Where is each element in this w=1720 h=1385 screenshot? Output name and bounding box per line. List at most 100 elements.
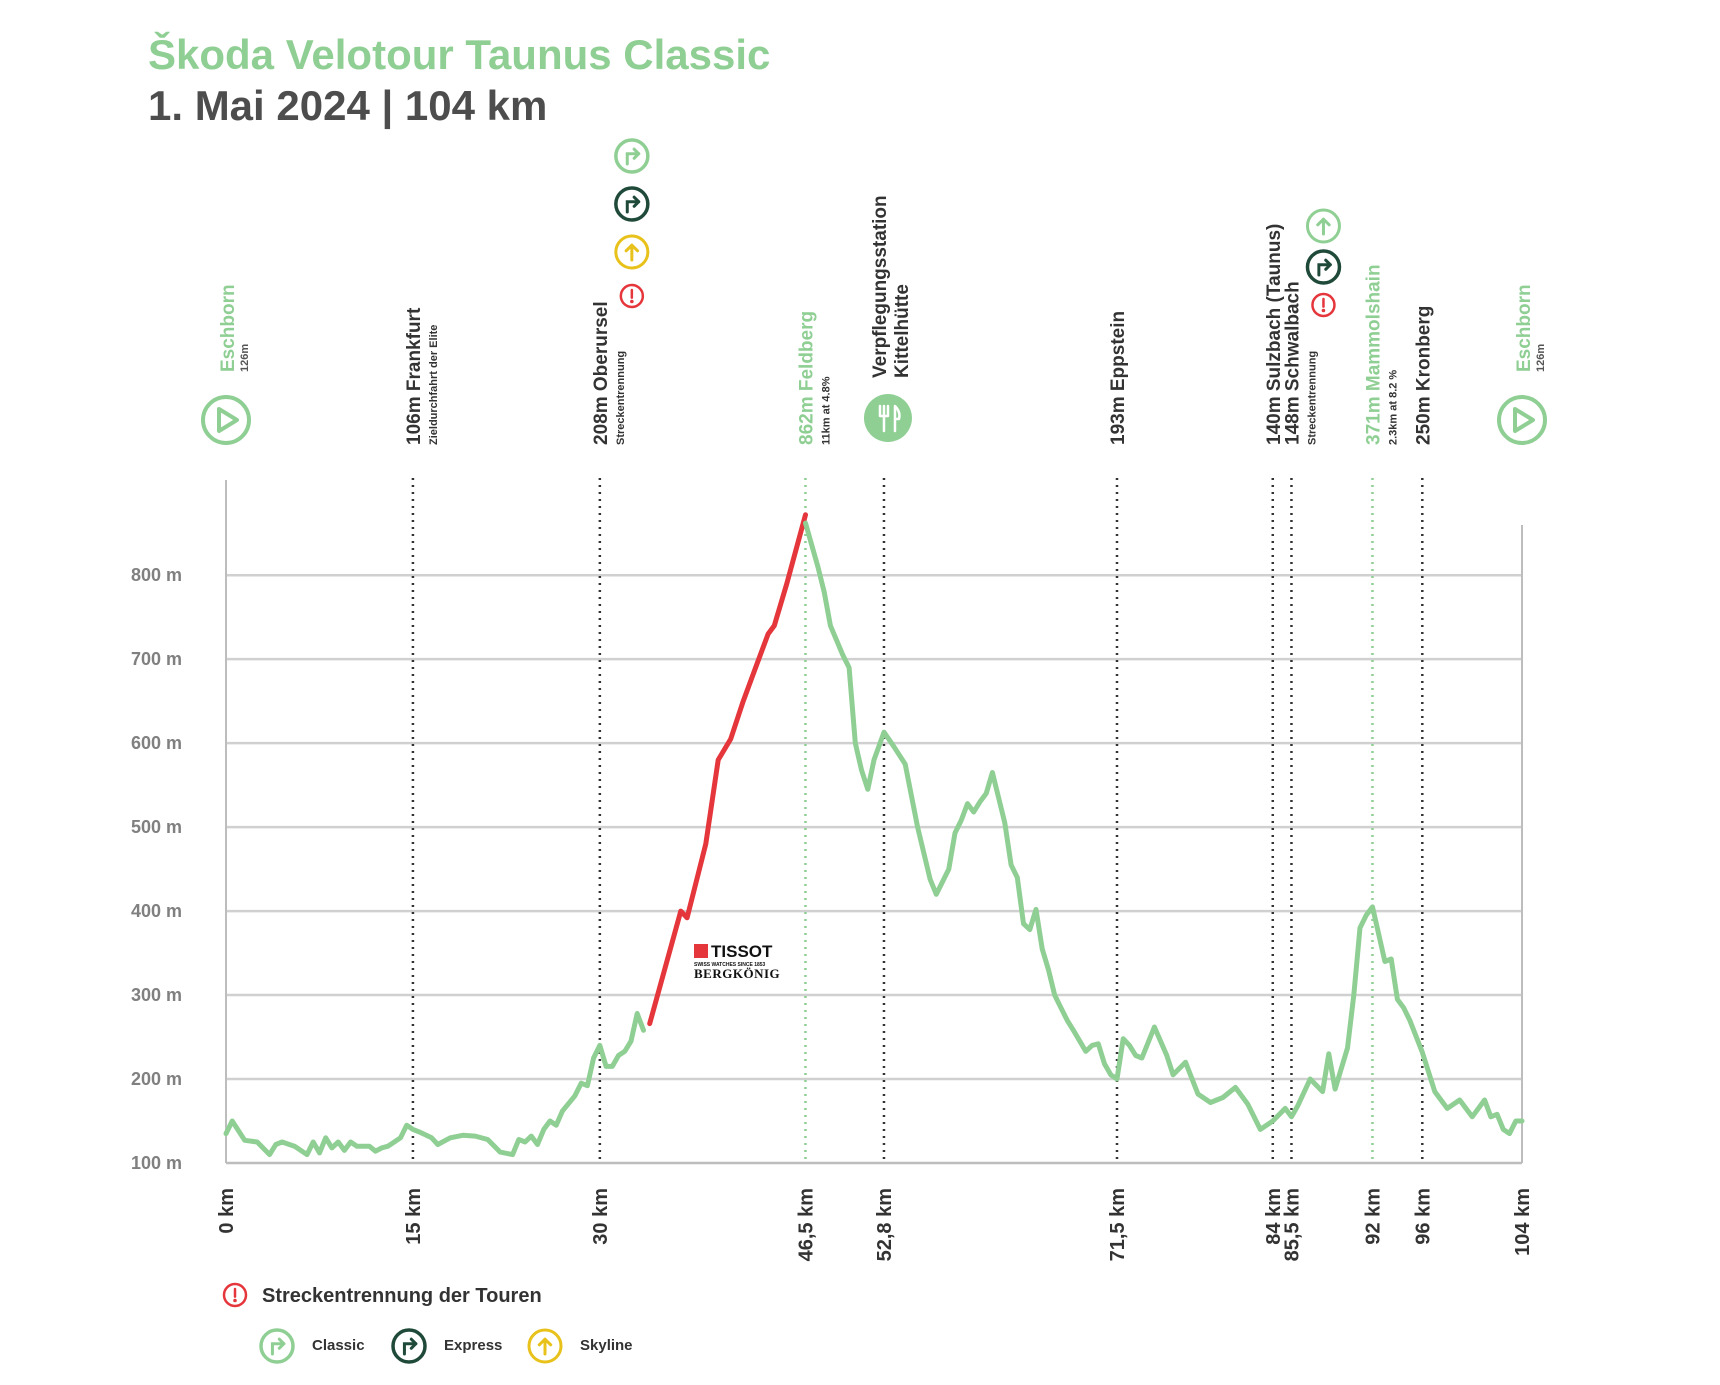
x-tick-label: 92 km [1362, 1188, 1384, 1245]
sponsor-brand: TISSOT [711, 942, 773, 961]
icon-dot [233, 1298, 237, 1303]
finish-play-icon [1497, 395, 1547, 445]
icon-path [625, 152, 641, 166]
legend-label: Skyline [580, 1337, 633, 1354]
location-name: 208m Oberursel [591, 301, 612, 445]
icon-arrow [537, 1337, 553, 1356]
grid [226, 573, 1522, 1081]
legend-classic-icon [259, 1328, 295, 1364]
location-elevation: 126m [1535, 344, 1547, 372]
express-turn-icon [1305, 249, 1342, 285]
y-tick-label: 200 m [131, 1069, 182, 1089]
route-icons [201, 138, 1547, 445]
icon-dot [630, 299, 634, 304]
location-name: Eschborn [218, 284, 239, 372]
icon-arrow [1316, 217, 1331, 236]
icon-ring [201, 395, 251, 445]
classic-turn-icon [614, 138, 650, 174]
x-tick-label: 52,8 km [874, 1188, 896, 1261]
legend-split-label: Streckentrennung der Touren [262, 1285, 542, 1307]
icon-ring [391, 1328, 427, 1364]
sponsor-name: BERGKÖNIG [694, 966, 780, 981]
chart-title: Škoda Velotour Taunus Classic [148, 30, 770, 78]
express-turn-icon [614, 186, 650, 222]
icon-ring [1305, 249, 1342, 285]
legend: Streckentrennung der Touren Classic Expres… [222, 1282, 633, 1364]
icon-triangle [217, 407, 239, 433]
legend-label: Express [444, 1337, 502, 1354]
location-sub: Streckentrennung [1306, 351, 1318, 445]
location-name-line2: Kittelhütte [892, 284, 913, 378]
location-name: 148m Schwalbach [1282, 281, 1303, 445]
location-labels: Eschborn 126m 106m Frankfurt Zieldurchfahrt… [218, 195, 1547, 445]
icon-arrowhead [1324, 258, 1332, 271]
location-name: 140m Sulzbach (Taunus) [1264, 224, 1285, 445]
food-station-icon [863, 394, 912, 442]
classic-straight-icon [1305, 208, 1341, 244]
legend-express-icon [391, 1328, 427, 1364]
location-sub: 11km at 4.8% [820, 376, 832, 445]
x-tick-label: 71,5 km [1107, 1188, 1129, 1261]
profile-line [223, 1011, 646, 1158]
icon-fork [878, 404, 890, 433]
icon-path [270, 1342, 286, 1356]
location-name: 193m Eppstein [1108, 311, 1129, 445]
y-tick-label: 300 m [131, 985, 182, 1005]
x-tick-label: 104 km [1512, 1188, 1534, 1256]
icon-path [1317, 263, 1332, 277]
icon-arrowhead [632, 195, 641, 208]
split-alert-icon [1311, 292, 1336, 318]
location-sub: Zieldurchfahrt der Elite [428, 325, 440, 445]
y-tick-label: 500 m [131, 817, 182, 837]
location-name: 106m Frankfurt [404, 307, 425, 445]
y-tick-label: 700 m [131, 649, 182, 669]
icon-ring [614, 186, 650, 222]
y-tick-label: 800 m [131, 565, 182, 585]
location-name: Eschborn [1514, 284, 1535, 372]
location-name: 862m Feldberg [796, 311, 817, 445]
icon-ring [1497, 395, 1547, 445]
icon-arrowhead [277, 1337, 286, 1350]
location-name: Verpflegungsstation [870, 195, 891, 378]
sponsor-tagline: SWISS WATCHES SINCE 1853 [694, 962, 766, 968]
location-sub: Streckentrennung [615, 351, 627, 445]
x-tick-label: 46,5 km [795, 1188, 817, 1261]
legend-label: Classic [312, 1337, 365, 1354]
location-name: 371m Mammolshain [1363, 264, 1384, 445]
y-tick-label: 400 m [131, 901, 182, 921]
icon-path [625, 200, 641, 214]
skyline-straight-icon [614, 234, 650, 270]
x-tick-label: 15 km [403, 1188, 425, 1245]
x-tick-label: 84 km [1263, 1188, 1285, 1245]
profile-line [803, 520, 1525, 1137]
location-name: 250m Kronberg [1413, 306, 1434, 445]
profile-lines [223, 512, 1525, 1158]
x-tick-label: 30 km [590, 1188, 612, 1245]
icon-arrowhead [409, 1337, 418, 1350]
icon-knife [893, 404, 901, 433]
climb-segment [647, 512, 808, 1027]
icon-dot [1321, 308, 1326, 313]
icon-triangle [1513, 407, 1535, 433]
start-play-icon [201, 395, 251, 445]
chart-subtitle: 1. Mai 2024 | 104 km [148, 82, 547, 130]
sponsor-logo: TISSOT SWISS WATCHES SINCE 1853 BERGKÖNI… [694, 942, 780, 981]
icon-ring [614, 138, 650, 174]
x-tick-label: 85,5 km [1281, 1188, 1303, 1261]
icon-path [402, 1342, 418, 1356]
location-elevation: 126m [239, 344, 251, 372]
icon-arrowhead [632, 147, 641, 160]
icon-arrow [624, 243, 640, 262]
legend-skyline-icon [527, 1328, 563, 1364]
split-alert-icon [619, 283, 645, 309]
split-alert-icon [222, 1282, 248, 1308]
y-tick-label: 100 m [131, 1153, 182, 1173]
icon-ring [259, 1328, 295, 1364]
axes: 100 m 200 m 300 m 400 m 500 m 600 m 700 m 800 m… [131, 480, 1534, 1261]
x-tick-label: 96 km [1412, 1188, 1434, 1245]
tissot-cross-icon [694, 944, 708, 958]
icon-disc [863, 394, 912, 442]
y-tick-label: 600 m [131, 733, 182, 753]
location-sub: 2.3km at 8.2 % [1387, 370, 1399, 445]
